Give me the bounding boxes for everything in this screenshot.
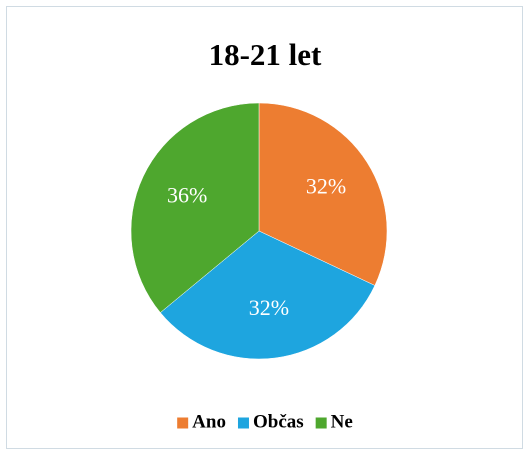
legend-swatch — [177, 417, 189, 429]
legend-label: Ano — [192, 411, 226, 432]
legend-swatch — [237, 417, 249, 429]
data-label: 36% — [167, 182, 207, 207]
pie-slice — [258, 102, 388, 286]
legend-label: Občas — [253, 411, 304, 432]
pie-slice — [130, 102, 260, 313]
legend-swatch — [315, 417, 327, 429]
chart-title: 18-21 let — [209, 37, 322, 72]
data-label: 32% — [306, 174, 346, 199]
legend-label: Ne — [331, 411, 353, 432]
pie-slice — [160, 230, 376, 360]
data-label: 32% — [249, 295, 289, 320]
